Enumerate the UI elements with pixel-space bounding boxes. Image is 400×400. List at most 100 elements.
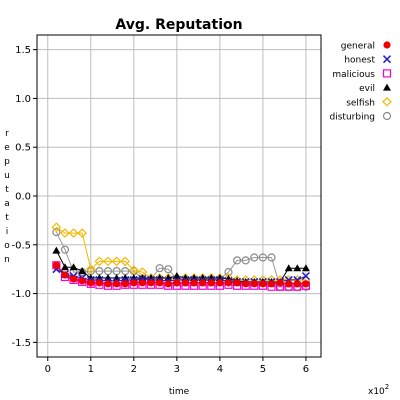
data-point-evil: [207, 273, 216, 281]
legend-label-honest: honest: [344, 56, 375, 66]
data-point-disturbing: [164, 265, 173, 274]
legend-marker-malicious: [382, 69, 392, 78]
grid-layer: [37, 35, 321, 357]
data-point-disturbing: [155, 264, 164, 273]
y-axis-label-letter: t: [5, 185, 9, 195]
y-axis-label-letter: e: [4, 143, 10, 153]
data-point-general: [224, 279, 233, 287]
data-point-evil: [215, 273, 224, 281]
y-axis-label-letter: t: [5, 213, 9, 223]
data-point-disturbing: [267, 253, 276, 262]
legend-marker-evil: [383, 83, 391, 91]
data-point-selfish: [60, 228, 70, 238]
legend: general honest malicious evil selfish disturb…: [330, 41, 392, 123]
data-point-evil: [121, 273, 130, 281]
data-point-general: [95, 279, 103, 287]
data-point-selfish: [85, 264, 96, 275]
data-point-general: [61, 271, 69, 279]
data-point-general: [113, 280, 121, 288]
data-point-general: [147, 279, 155, 287]
data-point-general: [242, 280, 250, 288]
data-point-evil: [69, 263, 78, 271]
data-point-evil: [293, 264, 302, 272]
legend-marker-selfish: [382, 96, 392, 107]
x-tick-label: 2: [131, 364, 137, 375]
y-tick-label: -1.0: [11, 289, 31, 300]
data-point-general: [259, 280, 267, 288]
data-point-general: [190, 279, 198, 287]
legend-label-disturbing: disturbing: [330, 113, 375, 123]
data-point-selfish: [77, 228, 88, 238]
data-point-general: [87, 279, 95, 287]
data-point-selfish: [68, 228, 79, 238]
data-point-selfish: [111, 256, 122, 267]
data-point-selfish: [94, 256, 105, 267]
data-point-evil: [301, 264, 310, 272]
legend-marker-disturbing: [382, 111, 392, 121]
data-point-disturbing: [241, 256, 250, 265]
data-point-disturbing: [60, 245, 70, 254]
y-tick-label: 1.0: [15, 94, 31, 105]
data-point-general: [276, 279, 284, 287]
data-point-general: [181, 279, 190, 287]
data-point-general: [138, 279, 147, 287]
data-point-evil: [198, 273, 207, 281]
data-point-evil: [284, 264, 293, 272]
legend-marker-general: [383, 41, 391, 49]
y-axis-label-letter: u: [4, 171, 10, 181]
data-point-selfish: [103, 256, 113, 267]
x-tick-label: 1: [88, 364, 94, 375]
data-point-evil: [95, 273, 104, 281]
series-layer: [51, 222, 311, 291]
series-general: [52, 261, 310, 288]
chart-title: Avg. Reputation: [115, 17, 242, 33]
y-tick-label: 1.5: [15, 45, 31, 56]
data-point-general: [78, 277, 86, 285]
y-axis-label-letter: i: [6, 227, 9, 237]
x-tick-label: 0: [45, 364, 51, 375]
legend-marker-honest: [382, 55, 392, 64]
data-point-general: [267, 280, 276, 288]
x-multiplier-label: x102: [368, 383, 389, 397]
data-point-disturbing: [258, 253, 268, 262]
data-point-general: [104, 280, 112, 288]
y-axis-label-letter: a: [4, 199, 10, 209]
data-point-general: [156, 279, 164, 287]
data-point-general: [173, 279, 181, 287]
legend-label-selfish: selfish: [346, 98, 375, 108]
data-point-selfish: [120, 256, 131, 267]
x-tick-label: 4: [217, 364, 223, 375]
data-point-general: [233, 279, 241, 287]
data-point-general: [199, 279, 207, 287]
y-tick-label: 0.5: [15, 143, 31, 154]
x-axis-label: time: [169, 387, 190, 397]
data-point-disturbing: [52, 228, 61, 237]
data-point-general: [52, 261, 60, 269]
data-point-evil: [78, 267, 87, 275]
data-point-general: [164, 280, 172, 288]
x-tick-label: 3: [174, 364, 180, 375]
x-multiplier-exponent: 2: [385, 383, 389, 391]
y-axis-label-letter: o: [4, 241, 10, 251]
data-point-general: [293, 280, 301, 288]
data-point-disturbing: [232, 256, 242, 265]
data-point-selfish: [51, 222, 62, 233]
data-point-evil: [155, 273, 164, 281]
data-point-general: [285, 280, 293, 288]
data-point-disturbing: [250, 253, 259, 262]
legend-label-general: general: [341, 42, 375, 52]
legend-label-evil: evil: [359, 84, 375, 94]
data-point-evil: [60, 263, 69, 271]
data-point-honest: [301, 271, 310, 281]
x-tick-label: 5: [260, 364, 266, 375]
y-axis-label-letter: r: [5, 129, 9, 139]
legend-label-malicious: malicious: [332, 70, 375, 80]
data-point-general: [69, 275, 78, 283]
data-point-general: [216, 279, 224, 287]
data-point-evil: [190, 273, 199, 281]
y-tick-label: 0.0: [15, 192, 31, 203]
data-point-evil: [52, 246, 61, 254]
